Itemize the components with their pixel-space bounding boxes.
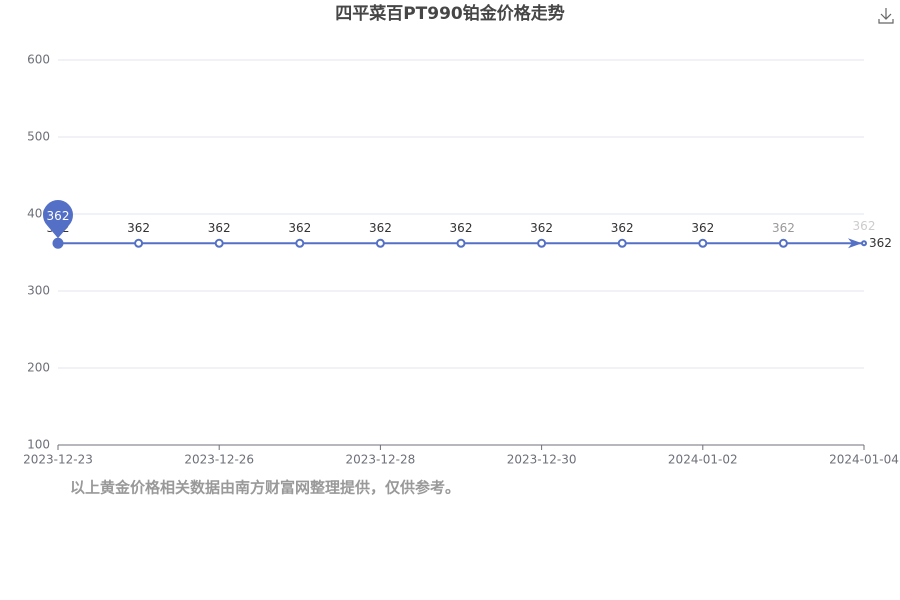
download-button[interactable] [878,8,894,24]
data-label: 362 [369,221,392,235]
x-tick-label: 2024-01-04 [829,453,899,467]
data-label: 362 [853,219,876,233]
y-tick-label: 100 [27,438,50,452]
x-tick-label: 2024-01-02 [668,453,738,467]
y-tick-label: 300 [27,284,50,298]
point [295,238,305,248]
end-arrow [848,238,862,249]
data-label: 362 [691,221,714,235]
x-tick-label: 2023-12-30 [507,453,577,467]
data-label: 362 [611,221,634,235]
point [537,238,547,248]
download-icon[interactable] [878,8,894,24]
y-tick-label: 500 [27,130,50,144]
point [214,238,224,248]
point [52,237,64,249]
chart-title: 四平菜百PT990铂金价格走势 [335,3,565,24]
point [617,238,627,248]
x-tick-label: 2023-12-28 [346,453,416,467]
end-label: 362 [869,236,892,250]
point [134,238,144,248]
y-tick-label: 200 [27,361,50,375]
data-label: 362 [450,221,473,235]
footnote: 以上黄金价格相关数据由南方财富网整理提供，仅供参考。 [70,479,460,497]
point [778,238,788,248]
data-label: 362 [772,221,795,235]
point [375,238,385,248]
mark-pin [43,200,73,239]
point [861,240,867,247]
data-label: 362 [127,221,150,235]
y-tick-label: 600 [27,53,50,67]
x-tick-label: 2023-12-26 [184,453,254,467]
data-label: 362 [288,221,311,235]
data-label: 362 [208,221,231,235]
data-label: 362 [530,221,553,235]
point [698,238,708,248]
point [456,238,466,248]
x-tick-label: 2023-12-23 [23,453,93,467]
mark-pin-label: 362 [47,209,70,223]
